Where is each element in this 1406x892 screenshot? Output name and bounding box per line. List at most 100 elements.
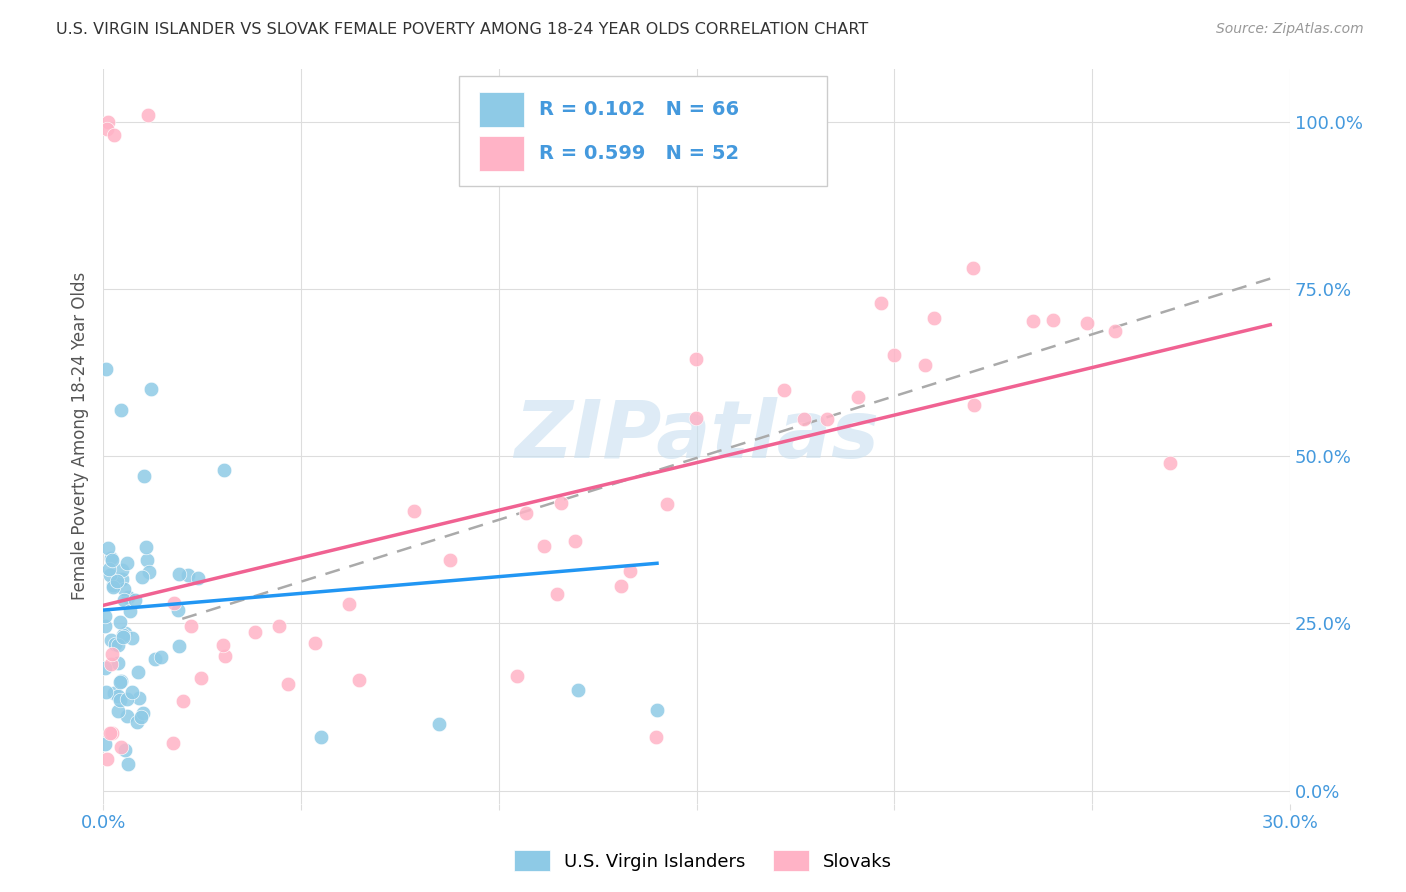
Point [110, 673, 132, 688]
Point [107, 689, 129, 703]
Point [110, 402, 132, 417]
Point [103, 128, 125, 143]
Point [98, 725, 121, 739]
Point [100, 550, 122, 565]
Point [136, 108, 159, 122]
Point [655, 497, 678, 511]
Point [772, 383, 794, 397]
Point [111, 630, 134, 644]
Point [110, 692, 132, 706]
Point [114, 743, 136, 757]
Point [815, 412, 838, 426]
Point [533, 539, 555, 553]
Point [883, 348, 905, 362]
Point [117, 591, 139, 605]
Point [118, 604, 141, 618]
Point [846, 390, 869, 404]
Point [135, 541, 157, 555]
Point [111, 563, 134, 577]
Point [98, 562, 121, 576]
Point [349, 673, 371, 687]
Point [962, 398, 984, 412]
Point [167, 566, 190, 581]
Point [685, 351, 707, 366]
Point [131, 570, 153, 584]
Point [1159, 456, 1181, 470]
Point [1076, 316, 1098, 330]
Point [97, 115, 120, 129]
Point [439, 553, 461, 567]
Point [114, 582, 136, 597]
Point [128, 691, 150, 706]
Point [645, 703, 668, 717]
Point [94, 737, 117, 751]
Point [190, 672, 212, 686]
Point [100, 552, 122, 566]
Point [101, 726, 124, 740]
Point [1042, 313, 1064, 327]
Point [115, 709, 138, 723]
Point [108, 615, 131, 630]
Point [107, 704, 129, 718]
Point [309, 730, 332, 744]
Point [94, 362, 117, 376]
Point [94, 660, 117, 674]
Point [167, 639, 190, 653]
Point [115, 692, 138, 706]
Point [914, 358, 936, 372]
Point [143, 652, 166, 666]
Legend: U.S. Virgin Islanders, Slovaks: U.S. Virgin Islanders, Slovaks [506, 843, 900, 879]
Point [100, 632, 122, 647]
Point [180, 619, 202, 633]
Point [277, 677, 299, 691]
Point [124, 593, 146, 607]
Point [212, 463, 235, 477]
Text: U.S. VIRGIN ISLANDER VS SLOVAK FEMALE POVERTY AMONG 18-24 YEAR OLDS CORRELATION : U.S. VIRGIN ISLANDER VS SLOVAK FEMALE PO… [56, 22, 869, 37]
Point [136, 553, 159, 567]
Point [149, 649, 172, 664]
Point [793, 411, 815, 425]
Point [167, 603, 190, 617]
Point [245, 625, 267, 640]
Point [515, 506, 537, 520]
Text: R = 0.599   N = 52: R = 0.599 N = 52 [538, 145, 738, 163]
Point [922, 311, 945, 326]
Point [94, 619, 117, 633]
Point [138, 565, 160, 579]
Point [1104, 324, 1126, 338]
Point [645, 730, 668, 744]
Point [404, 504, 426, 518]
Bar [479, 136, 524, 171]
Point [619, 564, 641, 578]
Point [112, 593, 135, 607]
Point [610, 579, 633, 593]
Point [564, 534, 586, 549]
Point [132, 706, 155, 721]
Point [115, 557, 138, 571]
Text: ZIPatlas: ZIPatlas [515, 397, 879, 475]
Point [269, 619, 291, 633]
Point [187, 571, 209, 585]
Point [125, 715, 148, 730]
Point [103, 581, 125, 595]
Point [1022, 313, 1045, 327]
Point [103, 686, 125, 700]
Y-axis label: Female Poverty Among 18-24 Year Olds: Female Poverty Among 18-24 Year Olds [72, 272, 89, 600]
Point [96, 121, 118, 136]
Point [962, 260, 984, 275]
Point [100, 657, 122, 671]
Point [100, 567, 122, 582]
Point [96, 752, 118, 766]
Point [139, 383, 162, 397]
Point [127, 665, 149, 679]
Point [429, 716, 451, 731]
Point [97, 541, 120, 555]
Point [870, 295, 893, 310]
Text: Source: ZipAtlas.com: Source: ZipAtlas.com [1216, 22, 1364, 37]
Point [121, 631, 143, 645]
Point [117, 756, 139, 771]
Point [101, 578, 124, 592]
Text: R = 0.102   N = 66: R = 0.102 N = 66 [538, 100, 738, 120]
Point [177, 567, 200, 582]
Point [96, 685, 118, 699]
